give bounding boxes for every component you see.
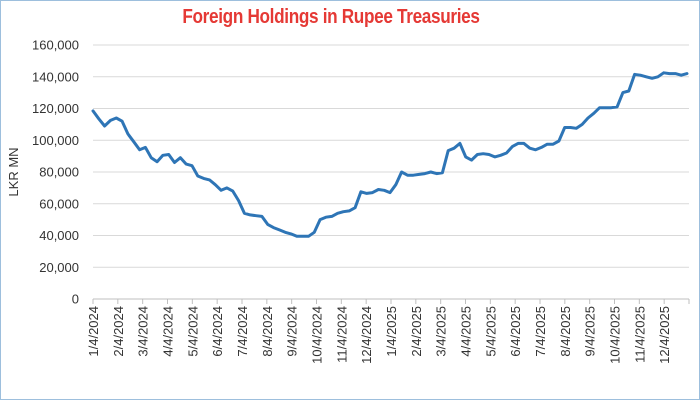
x-tick-label: 1/4/2025 <box>384 306 399 357</box>
x-tick-label: 2/4/2024 <box>111 306 126 357</box>
y-tick-label: 0 <box>72 292 79 307</box>
y-tick-label: 20,000 <box>39 260 79 275</box>
gridlines <box>93 44 689 268</box>
x-tick-label: 5/4/2025 <box>483 306 498 357</box>
x-tick-label: 5/4/2024 <box>185 306 200 357</box>
x-tick-label: 9/4/2024 <box>285 306 300 357</box>
chart-title: Foreign Holdings in Rupee Treasuries <box>182 6 480 28</box>
x-tick-label: 8/4/2025 <box>558 306 573 357</box>
x-tick-label: 7/4/2025 <box>533 306 548 357</box>
x-tick-label: 4/4/2024 <box>161 306 176 357</box>
y-tick-label: 80,000 <box>39 165 79 180</box>
x-tick-label: 2/4/2025 <box>409 306 424 357</box>
x-tick-label: 12/4/2025 <box>657 306 672 364</box>
y-tick-label: 40,000 <box>39 228 79 243</box>
y-tick-label: 60,000 <box>39 196 79 211</box>
x-tick-label: 4/4/2025 <box>459 306 474 357</box>
x-tick-label: 1/4/2024 <box>86 306 101 357</box>
x-tick-label: 9/4/2025 <box>583 306 598 357</box>
series-line <box>91 71 689 238</box>
x-tick-label: 3/4/2025 <box>434 306 449 357</box>
x-tick-label: 8/4/2024 <box>260 306 275 357</box>
x-tick-label: 10/4/2025 <box>608 306 623 364</box>
x-tick-label: 6/4/2025 <box>508 306 523 357</box>
x-tick-label: 7/4/2024 <box>235 306 250 357</box>
x-tick-label: 6/4/2024 <box>210 306 225 357</box>
y-tick-label: 160,000 <box>32 38 79 53</box>
y-tick-label: 140,000 <box>32 69 79 84</box>
y-axis-label: LKR MN <box>6 147 21 196</box>
x-tick-label: 12/4/2024 <box>359 306 374 364</box>
x-tick-labels: 1/4/2024 2/4/2024 3/4/2024 4/4/2024 5/4/2024… <box>86 306 672 364</box>
x-tick-label: 11/4/2024 <box>334 306 349 363</box>
y-tick-labels: 0 20,000 40,000 60,000 80,000 100,000 120,000 1… <box>32 38 79 307</box>
x-tick-label: 11/4/2025 <box>632 306 647 363</box>
y-tick-label: 100,000 <box>32 133 79 148</box>
x-tick-label: 3/4/2024 <box>136 306 151 357</box>
series-layer <box>91 71 689 238</box>
y-tick-label: 120,000 <box>32 101 79 116</box>
axes <box>92 298 690 304</box>
x-tick-label: 10/4/2024 <box>310 306 325 364</box>
